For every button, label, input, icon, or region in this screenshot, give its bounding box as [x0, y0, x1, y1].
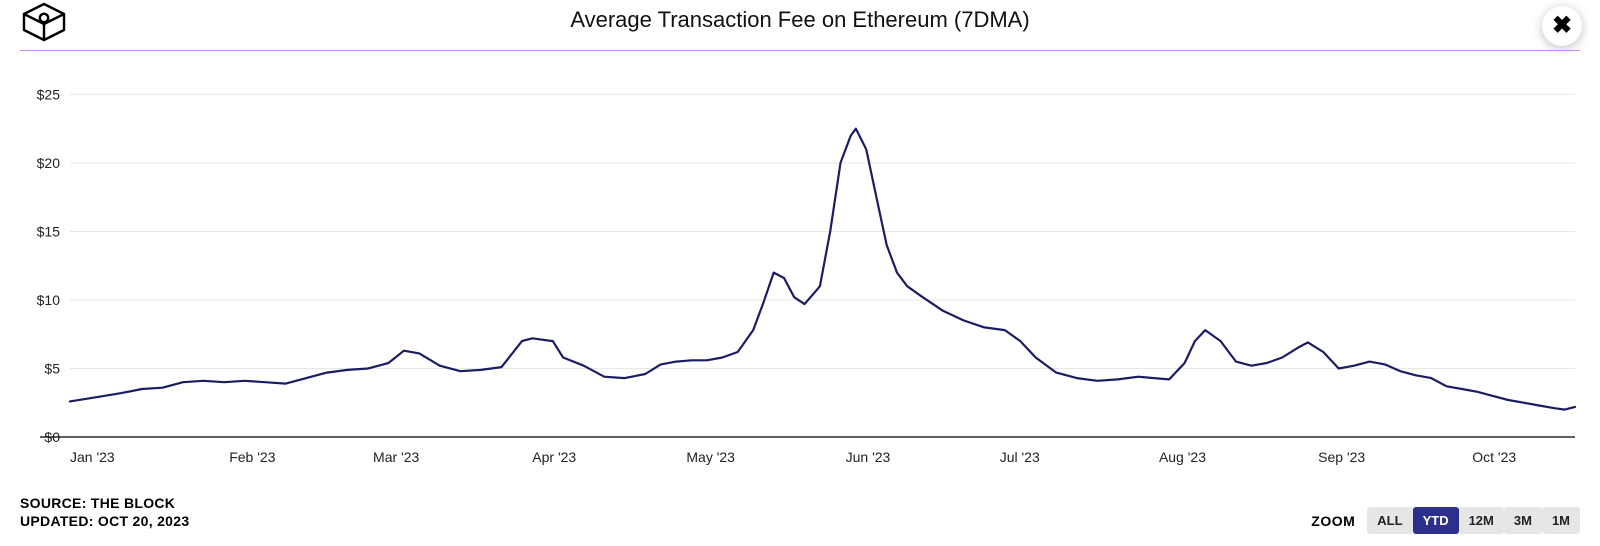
zoom-button-3m[interactable]: 3M	[1504, 507, 1542, 534]
zoom-button-1m[interactable]: 1M	[1542, 507, 1580, 534]
svg-text:Sep '23: Sep '23	[1318, 449, 1365, 465]
svg-text:Mar '23: Mar '23	[373, 449, 419, 465]
line-chart-svg: $0$5$10$15$20$25Jan '23Feb '23Mar '23Apr…	[20, 55, 1580, 475]
svg-text:$5: $5	[44, 360, 60, 376]
svg-text:May '23: May '23	[686, 449, 735, 465]
svg-text:Apr '23: Apr '23	[532, 449, 576, 465]
chart-title: Average Transaction Fee on Ethereum (7DM…	[20, 7, 1580, 33]
zoom-controls: ZOOM ALLYTD12M3M1M	[1311, 512, 1580, 530]
svg-text:$15: $15	[37, 223, 61, 239]
svg-text:Jul '23: Jul '23	[1000, 449, 1040, 465]
svg-text:$20: $20	[37, 155, 61, 171]
svg-text:Feb '23: Feb '23	[229, 449, 275, 465]
svg-text:Oct '23: Oct '23	[1472, 449, 1516, 465]
svg-text:Jun '23: Jun '23	[846, 449, 891, 465]
close-icon: ✖	[1552, 14, 1572, 38]
zoom-label: ZOOM	[1311, 513, 1355, 529]
brand-logo-icon	[20, 2, 68, 47]
svg-text:Aug '23: Aug '23	[1159, 449, 1206, 465]
svg-text:Jan '23: Jan '23	[70, 449, 115, 465]
updated-label: UPDATED: OCT 20, 2023	[20, 513, 189, 531]
source-label: SOURCE: THE BLOCK	[20, 495, 189, 513]
svg-text:$25: $25	[37, 86, 61, 102]
zoom-button-12m[interactable]: 12M	[1459, 507, 1504, 534]
chart-area: $0$5$10$15$20$25Jan '23Feb '23Mar '23Apr…	[20, 55, 1580, 486]
close-button[interactable]: ✖	[1542, 6, 1582, 46]
zoom-button-ytd[interactable]: YTD	[1413, 507, 1459, 534]
svg-text:$10: $10	[37, 292, 61, 308]
accent-divider	[20, 50, 1580, 51]
zoom-button-all[interactable]: ALL	[1367, 507, 1412, 534]
source-attribution: SOURCE: THE BLOCK UPDATED: OCT 20, 2023	[20, 495, 189, 530]
